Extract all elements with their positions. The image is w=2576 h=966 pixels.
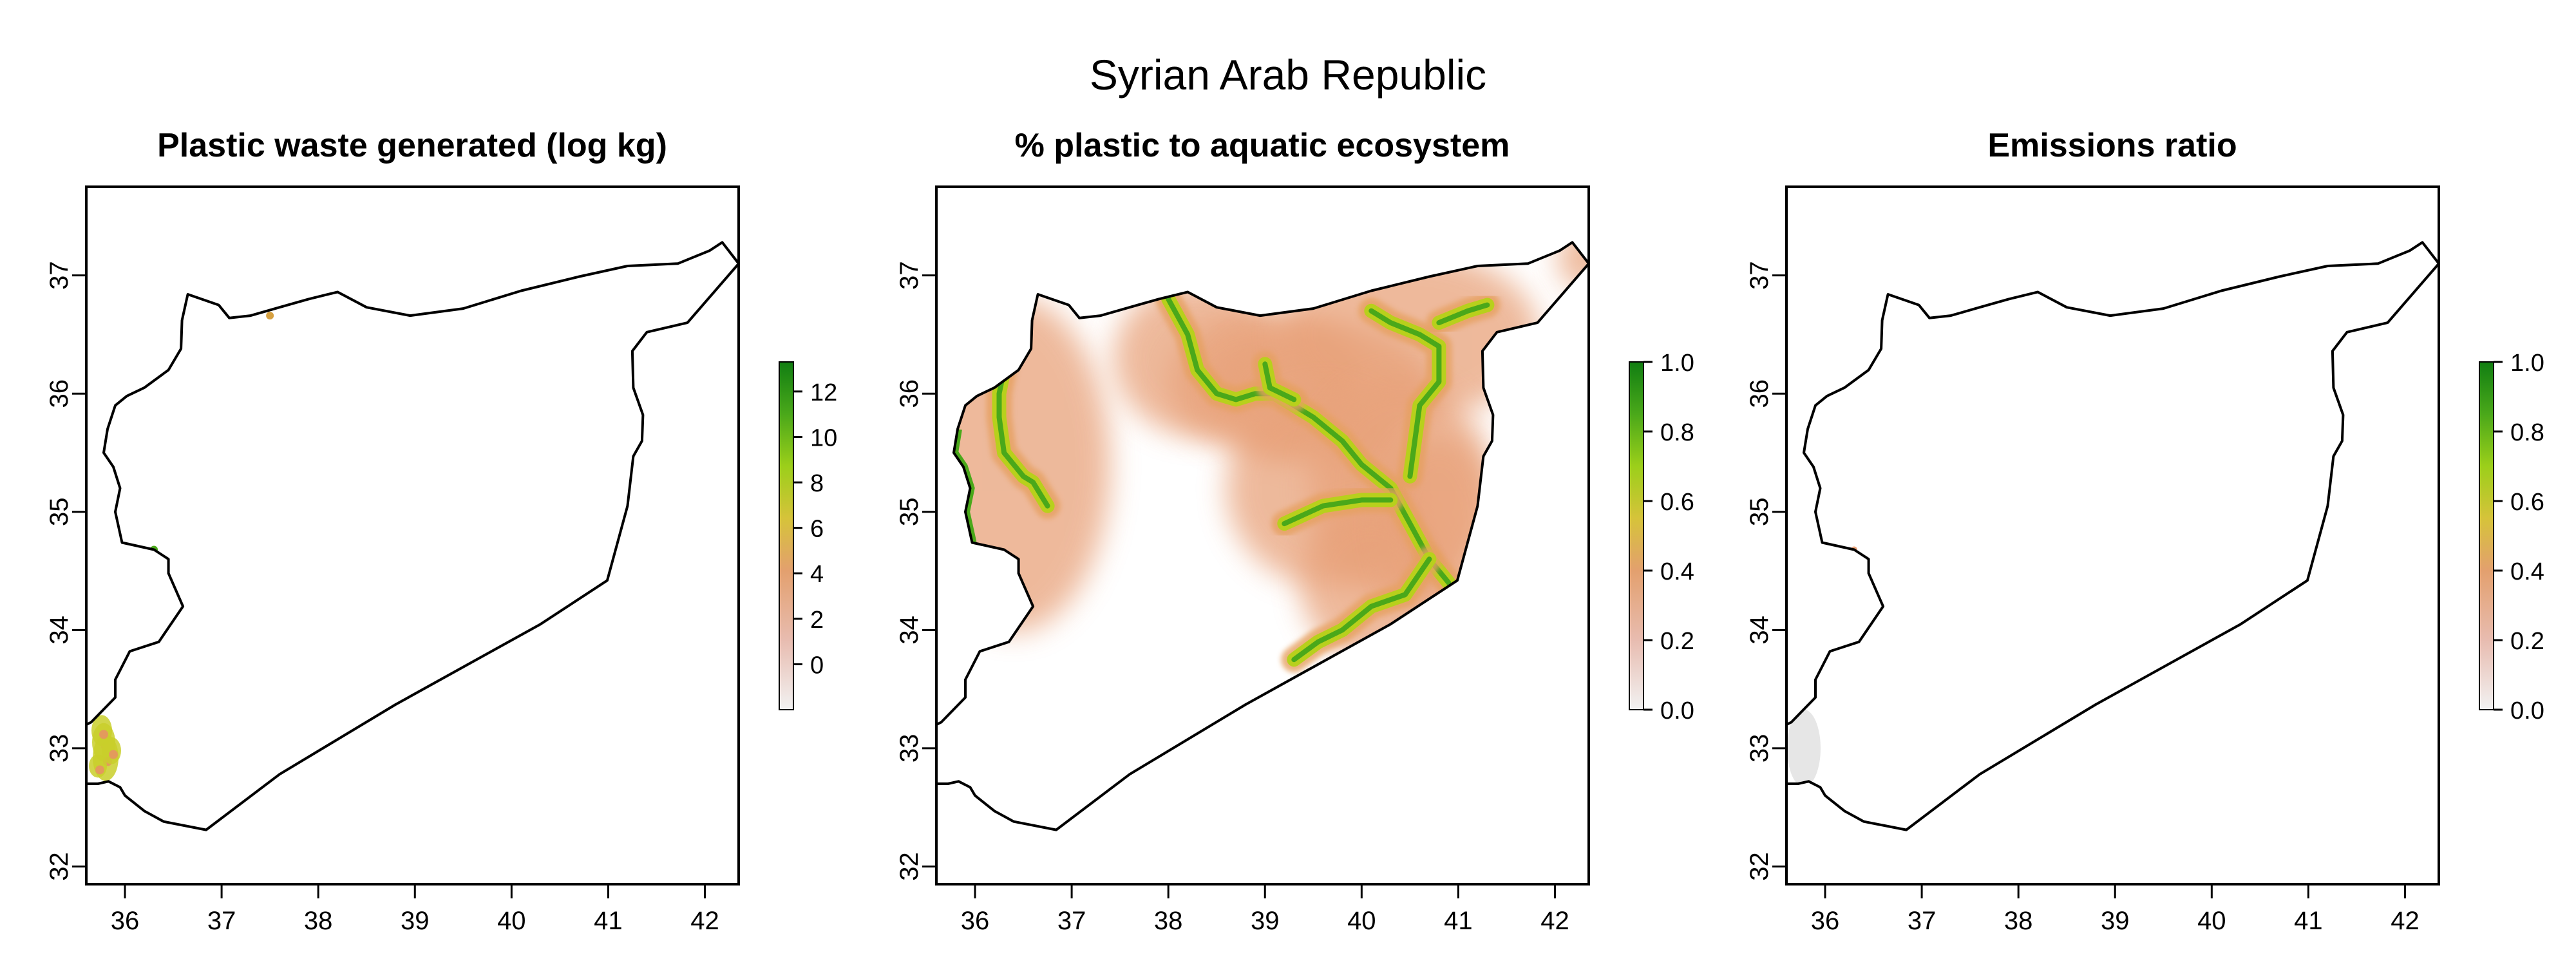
x-tick-label: 42 xyxy=(690,907,719,935)
panel-2-title: % plastic to aquatic ecosystem xyxy=(1014,127,1510,164)
x-tick-label: 42 xyxy=(1540,907,1569,935)
data-layer xyxy=(936,242,1589,673)
legend-tick-label: 0.0 xyxy=(2510,697,2544,724)
x-tick-label: 40 xyxy=(1347,907,1376,935)
legend-tick-label: 0.4 xyxy=(2510,558,2544,585)
legend-tick-label: 6 xyxy=(810,516,824,543)
waste-cell xyxy=(594,260,603,268)
country-boundary xyxy=(85,241,740,831)
legend-tick-label: 1.0 xyxy=(1660,350,1694,377)
x-tick-label: 38 xyxy=(304,907,333,935)
x-tick-label: 37 xyxy=(1057,907,1086,935)
x-tick-label: 36 xyxy=(111,907,140,935)
legend-tick-label: 10 xyxy=(810,424,837,451)
plot-frame xyxy=(85,185,740,886)
y-tick-label: 36 xyxy=(1745,379,1774,408)
y-tick-label: 36 xyxy=(45,379,73,408)
y-tick-label: 35 xyxy=(1745,498,1774,527)
x-tick-label: 42 xyxy=(2391,907,2420,935)
river-core xyxy=(996,367,1050,509)
waste-cell xyxy=(99,730,109,739)
map-panel-2: 36 37 38 39 40 41 42 32 33 34 35 36 37 0.0 0.2 0.4 0.6 0.… xyxy=(895,185,1694,935)
river-core xyxy=(1262,361,1297,402)
legend-tick-label: 8 xyxy=(810,470,824,497)
x-tick-label: 39 xyxy=(401,907,430,935)
legend-tick-label: 0.8 xyxy=(2510,419,2544,446)
legend-tick-label: 0.2 xyxy=(2510,628,2544,655)
y-tick-label: 32 xyxy=(1745,852,1774,881)
legend-colorbar xyxy=(779,361,794,710)
y-tick-label: 33 xyxy=(1745,734,1774,763)
x-tick-label: 38 xyxy=(1154,907,1183,935)
y-tick-label: 37 xyxy=(1745,261,1774,290)
y-tick-label: 37 xyxy=(895,261,923,290)
plot-frame xyxy=(1785,185,2440,886)
y-tick-label: 34 xyxy=(1745,616,1774,645)
legend-tick-label: 12 xyxy=(810,379,837,406)
y-tick-label: 33 xyxy=(895,734,923,763)
x-tick-label: 40 xyxy=(497,907,526,935)
x-tick-label: 36 xyxy=(961,907,990,935)
y-tick-label: 34 xyxy=(45,616,73,645)
x-tick-label: 41 xyxy=(594,907,623,935)
panel-3-title: Emissions ratio xyxy=(1987,127,2237,164)
x-tick-label: 38 xyxy=(2004,907,2033,935)
legend-tick-label: 0.2 xyxy=(1660,628,1694,655)
figure-title: Syrian Arab Republic xyxy=(1089,51,1487,99)
y-tick-label: 35 xyxy=(45,498,73,527)
legend-tick-label: 2 xyxy=(810,607,824,634)
x-tick-label: 40 xyxy=(2197,907,2226,935)
legend-tick-label: 0.4 xyxy=(1660,558,1694,585)
legend-tick-label: 0.6 xyxy=(2510,489,2544,516)
panel-1-title: Plastic waste generated (log kg) xyxy=(157,127,667,164)
x-tick-label: 36 xyxy=(1811,907,1840,935)
y-tick-label: 32 xyxy=(45,852,73,881)
waste-cell xyxy=(109,750,118,759)
y-tick-label: 34 xyxy=(895,616,923,645)
waste-cell xyxy=(266,312,274,320)
x-tick-label: 37 xyxy=(1908,907,1937,935)
x-tick-label: 37 xyxy=(207,907,236,935)
legend-colorbar xyxy=(1629,361,1644,710)
x-tick-label: 41 xyxy=(1444,907,1473,935)
legend-tick-label: 0.0 xyxy=(1660,697,1694,724)
waste-cell xyxy=(95,765,105,775)
data-layer xyxy=(89,260,603,781)
x-tick-label: 39 xyxy=(1251,907,1280,935)
map-panel-3: 36 37 38 39 40 41 42 32 33 34 35 36 37 0.0 0.2 0.4 0.6 0.… xyxy=(1745,185,2544,935)
legend-tick-label: 0 xyxy=(810,652,824,679)
country-boundary xyxy=(1785,241,2440,831)
x-tick-label: 41 xyxy=(2294,907,2323,935)
legend-colorbar xyxy=(2479,361,2494,710)
legend-tick-label: 0.6 xyxy=(1660,489,1694,516)
river-core xyxy=(1368,308,1442,479)
ratio-cell xyxy=(1787,709,1821,787)
legend-tick-label: 0.8 xyxy=(1660,419,1694,446)
map-panel-1: 36 37 38 39 40 41 42 32 33 34 35 36 37 0 2 4 6 8 10 12 xyxy=(45,185,837,935)
y-tick-label: 33 xyxy=(45,734,73,763)
legend-tick-label: 4 xyxy=(810,561,824,588)
y-tick-label: 35 xyxy=(895,498,923,527)
y-tick-label: 36 xyxy=(895,379,923,408)
x-tick-label: 39 xyxy=(2101,907,2130,935)
river-core xyxy=(1282,497,1394,527)
legend-tick-label: 1.0 xyxy=(2510,350,2544,377)
river-core xyxy=(1291,556,1432,663)
plot-frame xyxy=(935,185,1590,886)
y-tick-label: 37 xyxy=(45,261,73,290)
y-tick-label: 32 xyxy=(895,852,923,881)
river-core xyxy=(1436,302,1490,326)
country-boundary xyxy=(935,241,1590,831)
